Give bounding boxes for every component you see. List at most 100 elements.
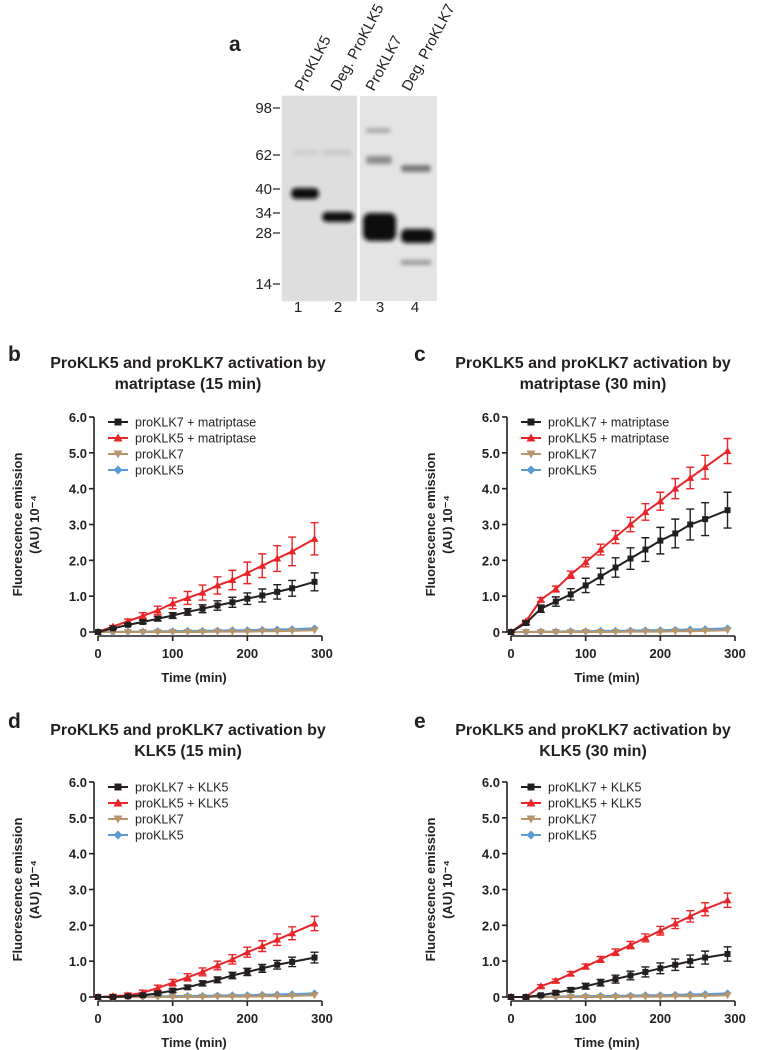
marker [310, 919, 319, 927]
gel-left [282, 96, 358, 301]
marker [552, 598, 559, 605]
y-tick-label: 0 [80, 990, 87, 1005]
y-axis-label: Fluorescence emission [423, 453, 438, 597]
marker-label: 14 [255, 276, 272, 293]
lane-number: 3 [376, 299, 384, 316]
marker [611, 533, 620, 541]
marker [243, 628, 252, 636]
gel-divider [357, 96, 360, 301]
marker [109, 625, 116, 632]
marker [672, 961, 679, 968]
marker [213, 628, 222, 636]
x-tick-label: 0 [507, 646, 514, 661]
x-axis-label: Time (min) [574, 1035, 640, 1050]
x-tick-label: 0 [94, 646, 101, 661]
legend-label: proKLK5 [548, 829, 597, 843]
marker [310, 534, 319, 542]
marker [311, 954, 318, 961]
marker [581, 558, 590, 566]
marker [154, 615, 161, 622]
marker [288, 627, 297, 635]
marker [168, 599, 177, 607]
marker [671, 919, 680, 927]
marker [626, 628, 635, 636]
chart-title: ProKLK5 and proKLK7 activation by [50, 355, 326, 372]
series [507, 437, 732, 633]
y-tick-label: 4.0 [69, 847, 87, 862]
marker [109, 994, 116, 1000]
marker [686, 628, 695, 636]
marker [724, 951, 731, 957]
marker [671, 628, 680, 636]
marker [183, 994, 192, 1001]
series-line [510, 509, 728, 633]
marker [723, 896, 732, 904]
marker [611, 948, 620, 956]
marker [213, 993, 222, 1001]
marker [113, 798, 123, 807]
y-tick-label: 0 [80, 625, 87, 640]
marker [551, 994, 560, 1001]
y-tick-label: 5.0 [69, 446, 87, 461]
marker [214, 976, 221, 983]
legend-label: proKLK7 + KLK5 [548, 781, 642, 795]
y-tick-label: 2.0 [482, 553, 500, 568]
legend-label: proKLK7 + KLK5 [135, 781, 229, 795]
marker [113, 830, 123, 840]
marker [198, 588, 207, 596]
marker [184, 984, 191, 991]
marker [259, 965, 266, 972]
marker [641, 507, 650, 515]
marker [258, 993, 267, 1001]
marker [671, 484, 680, 492]
x-tick-label: 100 [162, 1011, 184, 1026]
x-axis-label: Time (min) [161, 670, 227, 685]
marker [641, 933, 650, 941]
marker [168, 978, 177, 986]
marker [626, 941, 635, 949]
marker [566, 969, 575, 977]
marker [183, 973, 192, 981]
marker [273, 628, 282, 636]
x-tick-label: 0 [507, 1011, 514, 1026]
marker [686, 993, 695, 1001]
x-tick-label: 100 [575, 646, 597, 661]
marker [723, 992, 732, 1000]
marker [123, 629, 132, 636]
marker [551, 976, 560, 984]
marker [153, 629, 162, 636]
marker [702, 954, 709, 961]
panel-letter: b [8, 343, 21, 366]
marker [273, 993, 282, 1001]
marker [214, 602, 221, 609]
marker [95, 994, 101, 1000]
legend-label: proKLK7 [135, 813, 184, 827]
marker [612, 564, 619, 571]
marker [508, 629, 514, 635]
marker [526, 465, 536, 475]
marker [526, 450, 536, 459]
marker [581, 629, 590, 636]
marker [596, 545, 605, 553]
marker [537, 605, 544, 612]
marker [686, 912, 695, 920]
series-line [98, 956, 315, 998]
y-tick-label: 6.0 [482, 410, 500, 425]
marker [671, 993, 680, 1001]
lane-number: 4 [411, 299, 419, 316]
marker [537, 992, 544, 999]
marker [701, 463, 710, 471]
marker [139, 992, 146, 999]
marker [154, 990, 161, 997]
marker [701, 905, 710, 913]
marker [656, 993, 665, 1001]
marker [701, 627, 710, 635]
marker [169, 987, 176, 994]
marker [169, 612, 176, 619]
y-tick-label: 1.0 [69, 954, 87, 969]
y-tick-label: 3.0 [482, 883, 500, 898]
marker [124, 621, 131, 628]
y-tick-label: 3.0 [69, 518, 87, 533]
marker [244, 968, 251, 975]
marker [567, 591, 574, 598]
